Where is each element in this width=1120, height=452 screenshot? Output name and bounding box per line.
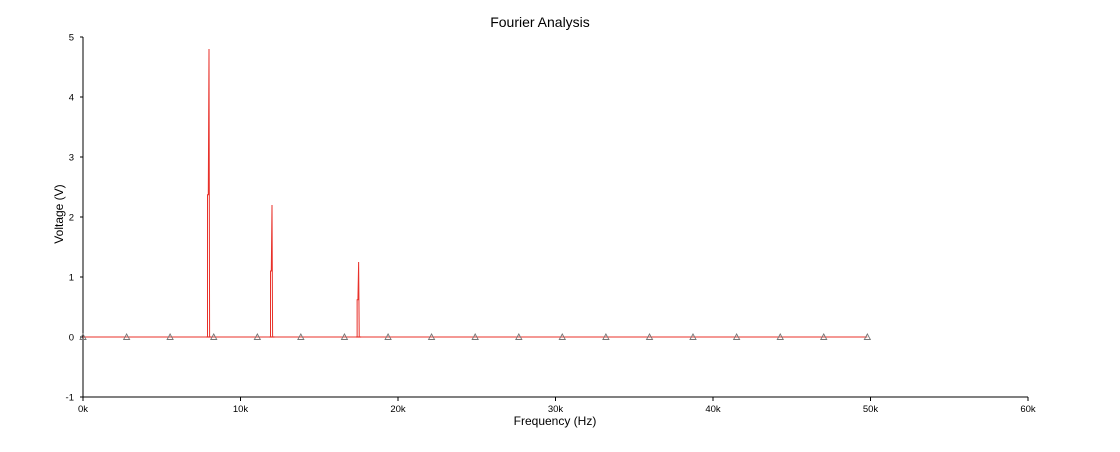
x-tick-label: 30k	[548, 404, 564, 415]
data-marker	[819, 333, 828, 340]
data-marker	[471, 333, 479, 340]
data-marker	[427, 333, 436, 340]
data-marker	[558, 333, 567, 340]
y-tick-label: -1	[66, 393, 74, 404]
data-marker	[297, 333, 305, 340]
y-tick-label: 1	[69, 273, 74, 284]
y-tick-label: 2	[69, 213, 74, 224]
x-axis-label: Frequency (Hz)	[514, 414, 597, 428]
data-marker	[253, 333, 262, 340]
data-marker	[776, 333, 785, 340]
data-marker	[209, 333, 218, 340]
peak-spike	[207, 48, 211, 338]
y-tick-label: 3	[69, 153, 74, 164]
data-marker	[863, 333, 872, 340]
y-tick-label: 5	[69, 33, 74, 44]
data-marker	[689, 333, 697, 340]
x-tick-label: 10k	[233, 404, 249, 415]
plot-area	[79, 48, 872, 340]
data-marker	[79, 333, 87, 340]
axes	[80, 36, 1029, 401]
data-marker	[515, 333, 523, 340]
peak-spike	[356, 261, 360, 338]
x-tick-label: 40k	[705, 404, 721, 415]
y-axis-label: Voltage (V)	[52, 184, 66, 243]
data-marker	[602, 333, 610, 340]
chart-title: Fourier Analysis	[490, 14, 590, 30]
data-marker	[166, 333, 174, 340]
x-tick-label: 20k	[390, 404, 406, 415]
x-tick-label: 0k	[78, 404, 88, 415]
data-marker	[384, 333, 392, 340]
peak-spike	[270, 204, 274, 338]
y-tick-label: 0	[69, 333, 74, 344]
data-marker	[122, 333, 131, 340]
data-marker	[732, 333, 741, 340]
x-tick-label: 50k	[863, 404, 879, 415]
data-marker	[645, 333, 654, 340]
y-tick-label: 4	[69, 93, 74, 104]
x-tick-label: 60k	[1020, 404, 1036, 415]
data-marker	[340, 333, 349, 340]
